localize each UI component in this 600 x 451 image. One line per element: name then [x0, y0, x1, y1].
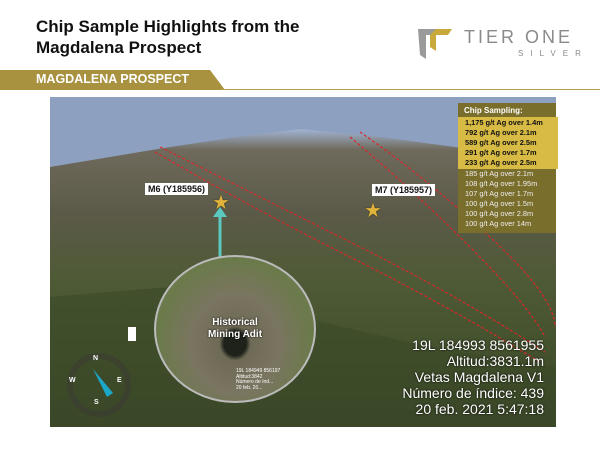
gps-overlay: 19L 184993 8561955 Altitud:3831.1m Vetas…: [402, 337, 544, 417]
logo-name: TIER ONE: [464, 27, 574, 47]
chip-row: 233 g/t Ag over 2.5m: [465, 158, 537, 167]
title-line-2: Magdalena Prospect: [36, 38, 202, 57]
vein-line: [359, 131, 556, 328]
vein-line: [159, 146, 546, 353]
vein-line: [154, 151, 541, 363]
gps-altitude: Altitud:3831.1m: [446, 353, 544, 369]
tier-one-silver-logo: TIER ONE SILVER: [416, 25, 581, 65]
compass-s: S: [94, 399, 99, 406]
gps-project: Vetas Magdalena V1: [414, 369, 544, 385]
chip-sampling-title: Chip Sampling:: [464, 106, 523, 115]
chip-row: 107 g/t Ag over 1.7m: [465, 189, 534, 198]
chip-row: 100 g/t Ag over 1.5m: [465, 199, 534, 208]
divider: [220, 89, 600, 90]
inset-gps-line: 19L 184949 856197: [236, 368, 281, 374]
logo-sub: SILVER: [518, 49, 588, 58]
gps-coordinates: 19L 184993 8561955: [412, 337, 544, 353]
chip-others: 185 g/t Ag over 2.1m 108 g/t Ag over 1.9…: [458, 169, 556, 229]
adit-inset-photo: Historical Mining Adit 19L 184949 856197 …: [154, 255, 316, 403]
gps-index: Número de índice: 439: [402, 385, 544, 401]
inset-label-line1: Historical: [212, 317, 258, 328]
inset-gps-line: Número de índ...: [236, 379, 274, 385]
inset-gps: 19L 184949 856197 Altitud:3842 Número de…: [236, 368, 281, 391]
star-icon: ★: [364, 200, 382, 222]
sample-label-m6: M6 (Y185956): [145, 183, 209, 195]
compass-w: W: [69, 377, 76, 384]
chip-row: 100 g/t Ag over 14m: [465, 219, 532, 228]
title-line-1: Chip Sample Highlights from the: [36, 17, 300, 36]
chip-row: 792 g/t Ag over 2.1m: [465, 128, 537, 137]
chip-sampling-panel: Chip Sampling: 1,175 g/t Ag over 1.4m 79…: [458, 103, 558, 233]
sample-label-m7: M7 (Y185957): [372, 184, 436, 196]
compass-n: N: [93, 355, 99, 362]
inset-label: Historical Mining Adit: [156, 317, 314, 341]
pointer-arrowhead: [213, 207, 227, 217]
chip-highlights: 1,175 g/t Ag over 1.4m 792 g/t Ag over 2…: [458, 117, 558, 169]
chip-row: 589 g/t Ag over 2.5m: [465, 138, 537, 147]
compass-needle-icon: [93, 369, 113, 397]
chip-row: 1,175 g/t Ag over 1.4m: [465, 118, 543, 127]
inset-gps-line: 20 feb. 20...: [236, 384, 263, 391]
marker-rectangle: [128, 327, 136, 341]
chip-row: 100 g/t Ag over 2.8m: [465, 209, 534, 218]
slide-title: Chip Sample Highlights from the Magdalena…: [36, 16, 300, 58]
compass-icon: N S W E: [67, 353, 131, 417]
chip-row: 185 g/t Ag over 2.1m: [465, 169, 534, 178]
chip-row: 108 g/t Ag over 1.95m: [465, 179, 538, 188]
section-banner: [0, 70, 225, 90]
gps-timestamp: 20 feb. 2021 5:47:18: [415, 401, 544, 417]
vein-line: [349, 136, 546, 338]
star-icon: ★: [212, 192, 230, 214]
inset-label-line2: Mining Adit: [207, 329, 263, 340]
inset-gps-line: Altitud:3842: [236, 373, 263, 380]
chip-row: 291 g/t Ag over 1.7m: [465, 148, 537, 157]
logo-mark-icon: [418, 29, 452, 59]
section-banner-label: MAGDALENA PROSPECT: [36, 72, 190, 86]
compass-e: E: [117, 377, 122, 384]
